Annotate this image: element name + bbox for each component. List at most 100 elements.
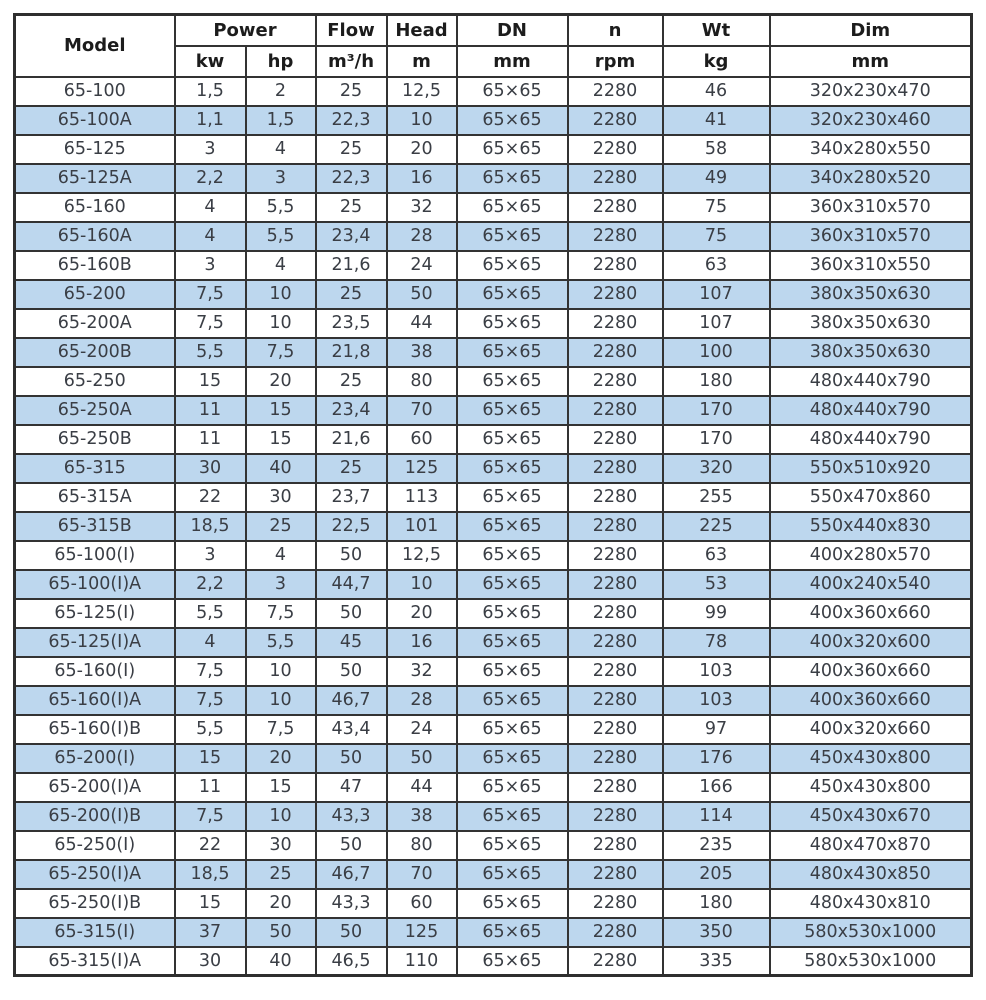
cell-kw: 11 bbox=[173, 394, 247, 426]
cell-model: 65-200(I) bbox=[13, 742, 176, 774]
cell-hp: 7,5 bbox=[244, 597, 317, 629]
cell-model: 65-315B bbox=[13, 510, 176, 542]
cell-model: 65-200B bbox=[13, 336, 176, 368]
table-row: 65-125(I)A 4 5,5 45 16 65×65 2280 78 400x320x600 bbox=[13, 626, 973, 658]
cell-model: 65-125(I) bbox=[13, 597, 176, 629]
cell-dim: 400x360x660 bbox=[768, 684, 973, 716]
cell-flow: 22,5 bbox=[314, 510, 388, 542]
cell-kw: 30 bbox=[173, 945, 247, 977]
cell-model: 65-160(I)B bbox=[13, 713, 176, 745]
cell-wt: 320 bbox=[661, 452, 771, 484]
cell-dim: 480x440x790 bbox=[768, 423, 973, 455]
cell-kw: 18,5 bbox=[173, 858, 247, 890]
cell-flow: 25 bbox=[314, 75, 388, 107]
cell-dn: 65×65 bbox=[455, 800, 569, 832]
cell-model: 65-125A bbox=[13, 162, 176, 194]
cell-model: 65-200A bbox=[13, 307, 176, 339]
pump-spec-table: Model Power Flow Head DN n Wt Dim kw hp … bbox=[13, 13, 973, 977]
table-header: Model Power Flow Head DN n Wt Dim kw hp … bbox=[13, 13, 973, 78]
cell-n: 2280 bbox=[566, 191, 664, 223]
cell-flow: 50 bbox=[314, 655, 388, 687]
cell-model: 65-125(I)A bbox=[13, 626, 176, 658]
subheader-head-unit: m bbox=[385, 44, 458, 78]
cell-head: 80 bbox=[385, 365, 458, 397]
cell-wt: 225 bbox=[661, 510, 771, 542]
cell-n: 2280 bbox=[566, 307, 664, 339]
cell-wt: 100 bbox=[661, 336, 771, 368]
table-row: 65-250(I) 22 30 50 80 65×65 2280 235 480x470x870 bbox=[13, 829, 973, 861]
cell-dim: 480x430x850 bbox=[768, 858, 973, 890]
cell-head: 125 bbox=[385, 916, 458, 948]
cell-dim: 400x240x540 bbox=[768, 568, 973, 600]
cell-kw: 1,5 bbox=[173, 75, 247, 107]
cell-wt: 58 bbox=[661, 133, 771, 165]
cell-kw: 7,5 bbox=[173, 278, 247, 310]
cell-dim: 380x350x630 bbox=[768, 336, 973, 368]
cell-dn: 65×65 bbox=[455, 510, 569, 542]
cell-wt: 205 bbox=[661, 858, 771, 890]
cell-n: 2280 bbox=[566, 75, 664, 107]
cell-flow: 43,4 bbox=[314, 713, 388, 745]
table-row: 65-200(I)B 7,5 10 43,3 38 65×65 2280 114 450x430… bbox=[13, 800, 973, 832]
cell-hp: 15 bbox=[244, 771, 317, 803]
cell-dn: 65×65 bbox=[455, 452, 569, 484]
cell-model: 65-250A bbox=[13, 394, 176, 426]
cell-hp: 30 bbox=[244, 481, 317, 513]
cell-head: 32 bbox=[385, 655, 458, 687]
cell-wt: 170 bbox=[661, 394, 771, 426]
cell-hp: 7,5 bbox=[244, 713, 317, 745]
cell-n: 2280 bbox=[566, 336, 664, 368]
table-row: 65-315 30 40 25 125 65×65 2280 320 550x510x920 bbox=[13, 452, 973, 484]
cell-model: 65-160(I) bbox=[13, 655, 176, 687]
cell-model: 65-100 bbox=[13, 75, 176, 107]
cell-flow: 44,7 bbox=[314, 568, 388, 600]
cell-n: 2280 bbox=[566, 713, 664, 745]
cell-head: 24 bbox=[385, 249, 458, 281]
cell-head: 24 bbox=[385, 713, 458, 745]
table-row: 65-125(I) 5,5 7,5 50 20 65×65 2280 99 400x360x66… bbox=[13, 597, 973, 629]
cell-flow: 21,6 bbox=[314, 423, 388, 455]
cell-kw: 2,2 bbox=[173, 162, 247, 194]
table-row: 65-200 7,5 10 25 50 65×65 2280 107 380x350x630 bbox=[13, 278, 973, 310]
cell-wt: 75 bbox=[661, 220, 771, 252]
cell-dim: 450x430x800 bbox=[768, 771, 973, 803]
subheader-dim-unit: mm bbox=[768, 44, 973, 78]
table-row: 65-160(I)B 5,5 7,5 43,4 24 65×65 2280 97 400x320… bbox=[13, 713, 973, 745]
cell-hp: 40 bbox=[244, 945, 317, 977]
cell-wt: 99 bbox=[661, 597, 771, 629]
cell-dim: 580x530x1000 bbox=[768, 945, 973, 977]
cell-wt: 103 bbox=[661, 684, 771, 716]
table-row: 65-250B 11 15 21,6 60 65×65 2280 170 480x440x790 bbox=[13, 423, 973, 455]
cell-head: 44 bbox=[385, 307, 458, 339]
table-row: 65-315A 22 30 23,7 113 65×65 2280 255 550x470x86… bbox=[13, 481, 973, 513]
cell-head: 28 bbox=[385, 220, 458, 252]
cell-kw: 2,2 bbox=[173, 568, 247, 600]
cell-hp: 40 bbox=[244, 452, 317, 484]
cell-hp: 2 bbox=[244, 75, 317, 107]
cell-n: 2280 bbox=[566, 597, 664, 629]
table-row: 65-315B 18,5 25 22,5 101 65×65 2280 225 550x440x… bbox=[13, 510, 973, 542]
cell-dim: 550x510x920 bbox=[768, 452, 973, 484]
cell-kw: 3 bbox=[173, 539, 247, 571]
cell-hp: 4 bbox=[244, 249, 317, 281]
table-row: 65-160A 4 5,5 23,4 28 65×65 2280 75 360x310x570 bbox=[13, 220, 973, 252]
cell-n: 2280 bbox=[566, 220, 664, 252]
header-row-units: kw hp m³/h m mm rpm kg mm bbox=[15, 44, 973, 78]
cell-flow: 21,6 bbox=[314, 249, 388, 281]
cell-model: 65-250(I)A bbox=[13, 858, 176, 890]
cell-flow: 50 bbox=[314, 597, 388, 629]
cell-hp: 15 bbox=[244, 394, 317, 426]
cell-wt: 107 bbox=[661, 278, 771, 310]
cell-wt: 235 bbox=[661, 829, 771, 861]
cell-head: 38 bbox=[385, 800, 458, 832]
table-row: 65-100A 1,1 1,5 22,3 10 65×65 2280 41 320x230x46… bbox=[13, 104, 973, 136]
cell-kw: 4 bbox=[173, 626, 247, 658]
cell-dn: 65×65 bbox=[455, 191, 569, 223]
cell-dn: 65×65 bbox=[455, 568, 569, 600]
cell-dim: 320x230x470 bbox=[768, 75, 973, 107]
cell-flow: 25 bbox=[314, 278, 388, 310]
cell-dn: 65×65 bbox=[455, 423, 569, 455]
cell-dn: 65×65 bbox=[455, 481, 569, 513]
cell-n: 2280 bbox=[566, 423, 664, 455]
cell-head: 70 bbox=[385, 858, 458, 890]
